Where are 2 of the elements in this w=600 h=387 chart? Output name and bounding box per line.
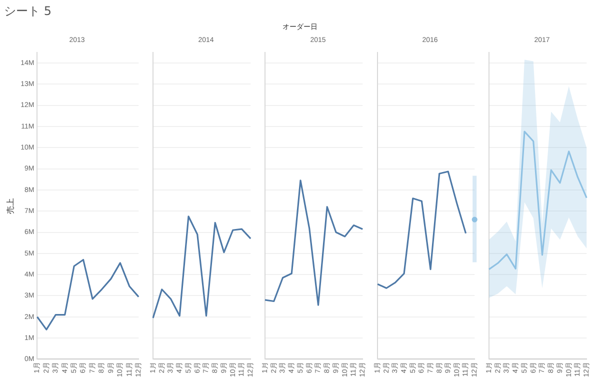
text: シート 5 — [4, 3, 52, 20]
y-axis-title: 売上 — [6, 198, 16, 214]
